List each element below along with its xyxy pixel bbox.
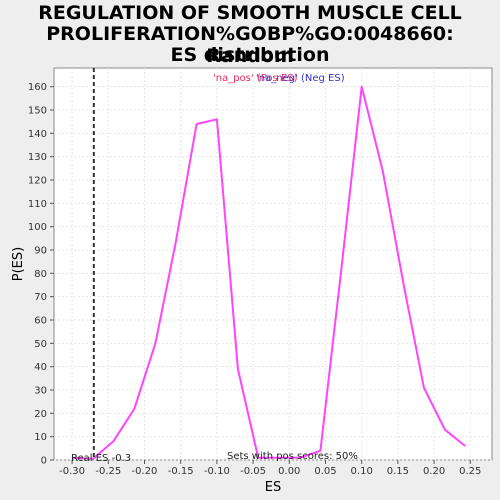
y-tick-label: 160 bbox=[28, 82, 47, 93]
pos-es-annotation: 'na_pos' (Pos ES) bbox=[213, 73, 298, 84]
plot-area bbox=[53, 67, 493, 461]
neg-es-annotation: 'na_neg' (Neg ES) bbox=[256, 73, 345, 84]
chart-title-line-1: REGULATION OF SMOOTH MUSCLE CELL bbox=[38, 2, 462, 24]
y-tick-label: 100 bbox=[28, 222, 47, 233]
x-tick-label: -0.10 bbox=[204, 466, 230, 477]
y-tick-label: 30 bbox=[34, 386, 47, 397]
x-tick-label: 0.05 bbox=[314, 466, 336, 477]
y-tick-label: 70 bbox=[34, 292, 47, 303]
x-axis-ticks: -0.30 -0.25 -0.20 -0.15 -0.10 -0.05 0.00 0.05 0.… bbox=[59, 460, 481, 477]
y-tick-label: 130 bbox=[28, 152, 47, 163]
y-tick-label: 120 bbox=[28, 176, 47, 187]
y-tick-label: 90 bbox=[34, 246, 47, 257]
grid-lines bbox=[54, 68, 492, 461]
y-tick-label: 0 bbox=[41, 456, 47, 467]
y-tick-label: 110 bbox=[28, 199, 47, 210]
chart-title-line-2: PROLIFERATION%GOBP%GO:0048660: Random bbox=[46, 23, 454, 67]
x-tick-label: 0.00 bbox=[278, 466, 300, 477]
x-tick-label: 0.15 bbox=[387, 466, 409, 477]
chart-title-line-3: ES distribution bbox=[170, 44, 330, 66]
real-es-label: Real ES -0.3 bbox=[71, 453, 131, 464]
x-tick-label: -0.15 bbox=[168, 466, 194, 477]
y-tick-label: 10 bbox=[34, 432, 47, 443]
y-axis-label: P(ES) bbox=[11, 247, 26, 281]
x-tick-label: -0.05 bbox=[240, 466, 266, 477]
y-tick-label: 20 bbox=[34, 409, 47, 420]
y-tick-label: 80 bbox=[34, 269, 47, 280]
x-tick-label: 0.10 bbox=[351, 466, 373, 477]
y-axis-ticks: 0 10 20 30 40 50 60 70 80 90 100 110 120 130 140 150 160 bbox=[28, 82, 54, 467]
y-tick-label: 60 bbox=[34, 316, 47, 327]
y-tick-label: 140 bbox=[28, 129, 47, 140]
x-tick-label: 0.25 bbox=[459, 466, 481, 477]
series-line bbox=[72, 85, 466, 460]
x-tick-label: -0.30 bbox=[59, 466, 85, 477]
y-tick-label: 150 bbox=[28, 106, 47, 117]
y-tick-label: 50 bbox=[34, 339, 47, 350]
y-tick-label: 40 bbox=[34, 362, 47, 373]
x-tick-label: -0.25 bbox=[95, 466, 121, 477]
sets-with-pos-scores-label: Sets with pos scores: 50% bbox=[227, 451, 358, 462]
x-axis-label: ES bbox=[265, 480, 281, 495]
x-tick-label: -0.20 bbox=[132, 466, 158, 477]
x-tick-label: 0.20 bbox=[423, 466, 445, 477]
